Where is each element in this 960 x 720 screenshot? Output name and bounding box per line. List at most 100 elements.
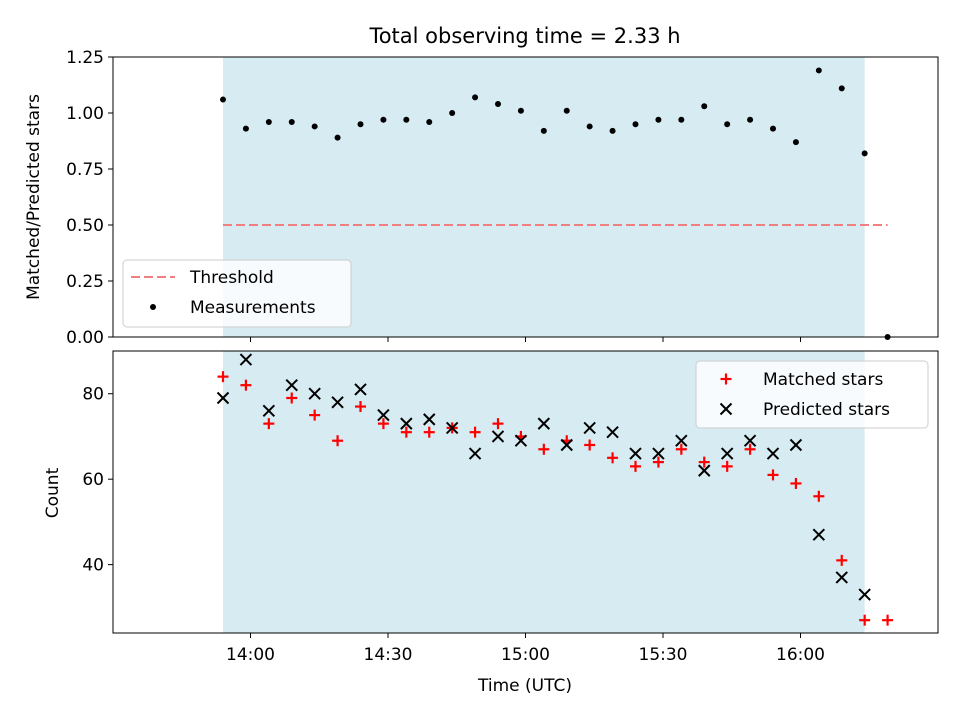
measurement-point xyxy=(380,116,387,123)
measurement-point xyxy=(792,139,799,146)
top-y-tick-label: 0.75 xyxy=(66,160,104,180)
x-tick-label: 14:30 xyxy=(364,645,413,665)
matched-star-point xyxy=(744,443,756,455)
measurement-point xyxy=(747,116,754,123)
top-y-tick-label: 1.00 xyxy=(66,104,104,124)
matched-star-point xyxy=(882,614,894,626)
measurement-point xyxy=(586,123,593,130)
matched-star-point xyxy=(584,439,596,451)
measurement-point xyxy=(563,107,570,114)
matched-star-point xyxy=(652,456,664,468)
measurement-point xyxy=(678,116,685,123)
top-y-tick-label: 0.00 xyxy=(66,328,104,348)
predicted-star-point xyxy=(720,447,734,460)
x-tick-label: 15:00 xyxy=(501,645,550,665)
x-tick-label: 16:00 xyxy=(776,645,825,665)
predicted-star-point xyxy=(308,387,321,400)
bottom-y-tick-label: 80 xyxy=(82,385,104,405)
top-y-tick-label: 1.25 xyxy=(66,48,104,68)
predicted-star-point xyxy=(468,447,482,460)
predicted-star-point xyxy=(354,383,367,396)
bottom-panel: 40 60 80 14:00 14:30 15:00 15:30 16:00 Count T… xyxy=(43,350,939,696)
measurement-point xyxy=(334,134,341,141)
measurement-point xyxy=(311,123,318,130)
measurement-point xyxy=(265,118,272,125)
measurement-point xyxy=(426,118,433,125)
predicted-star-point xyxy=(537,417,551,430)
matched-star-point xyxy=(790,477,802,489)
predicted-star-point xyxy=(652,447,665,460)
matched-star-point xyxy=(355,401,366,413)
measurement-point xyxy=(655,116,662,123)
measurement-point xyxy=(357,121,364,128)
bottom-y-axis-label: Count xyxy=(43,467,63,518)
matched-star-point xyxy=(859,614,871,626)
measurement-point xyxy=(770,125,776,132)
legend-threshold-label: Threshold xyxy=(189,268,274,288)
legend-predicted-label: Predicted stars xyxy=(763,400,890,420)
predicted-star-point xyxy=(698,464,711,477)
predicted-star-point xyxy=(812,528,826,541)
measurement-point xyxy=(632,121,639,128)
measurement-point xyxy=(242,125,249,132)
matched-star-point xyxy=(538,443,550,455)
matched-star-point xyxy=(836,554,848,566)
legend-predicted-swatch xyxy=(719,402,733,416)
measurement-point xyxy=(403,116,410,123)
top-y-tick-label: 0.50 xyxy=(66,216,104,236)
predicted-star-point xyxy=(858,588,871,601)
predicted-star-point xyxy=(445,421,459,435)
bottom-legend: Matched stars Predicted stars xyxy=(695,360,929,429)
matched-star-point xyxy=(767,469,779,481)
legend-matched-swatch xyxy=(720,373,732,385)
measurement-point xyxy=(495,101,501,108)
predicted-star-point xyxy=(262,404,276,418)
top-legend: Threshold Measurements xyxy=(122,259,352,328)
predicted-star-point xyxy=(331,396,344,409)
predicted-star-point xyxy=(377,408,390,422)
matched-star-point xyxy=(492,418,504,430)
predicted-star-point xyxy=(583,421,596,435)
matched-star-point xyxy=(263,418,275,430)
x-tick-label: 14:00 xyxy=(226,645,275,665)
matched-star-point xyxy=(721,460,733,472)
predicted-star-point xyxy=(400,417,413,430)
top-y-tick-label: 0.25 xyxy=(66,272,104,292)
measurement-point xyxy=(724,121,731,128)
measurement-point xyxy=(517,107,524,114)
x-tick-label: 15:30 xyxy=(639,645,688,665)
matched-star-point xyxy=(423,426,435,438)
measurement-point xyxy=(540,127,547,134)
predicted-star-point xyxy=(766,447,780,460)
predicted-star-point xyxy=(239,353,253,366)
predicted-star-point xyxy=(216,391,230,405)
measurement-point xyxy=(815,67,822,74)
legend-matched-label: Matched stars xyxy=(763,370,883,390)
predicted-star-point xyxy=(491,430,505,443)
measurement-point xyxy=(220,96,226,103)
measurement-point xyxy=(609,127,616,134)
measurement-point xyxy=(449,110,456,116)
matched-star-point xyxy=(400,426,412,438)
matched-star-point xyxy=(813,490,825,502)
matched-star-point xyxy=(309,409,321,421)
matched-star-point xyxy=(675,443,687,455)
top-y-axis-label: Matched/Predicted stars xyxy=(24,94,44,300)
predicted-star-point xyxy=(560,438,573,452)
predicted-star-point xyxy=(629,447,642,460)
predicted-star-point xyxy=(789,438,803,452)
matched-star-point xyxy=(607,452,619,464)
measurement-point xyxy=(288,118,295,125)
predicted-star-point xyxy=(514,434,528,447)
legend-measurements-swatch xyxy=(150,304,156,310)
bottom-y-tick-label: 40 xyxy=(82,556,104,576)
predicted-star-point xyxy=(285,378,298,392)
bottom-y-tick-label: 60 xyxy=(82,470,104,490)
matched-star-point xyxy=(217,371,229,383)
top-panel: 0.00 0.25 0.50 0.75 1.00 1.25 Matched/Predict… xyxy=(24,48,939,348)
legend-matched-marker xyxy=(720,373,732,385)
measurement-point xyxy=(838,85,845,92)
matched-star-point xyxy=(377,418,389,430)
matched-star-point xyxy=(332,435,344,447)
